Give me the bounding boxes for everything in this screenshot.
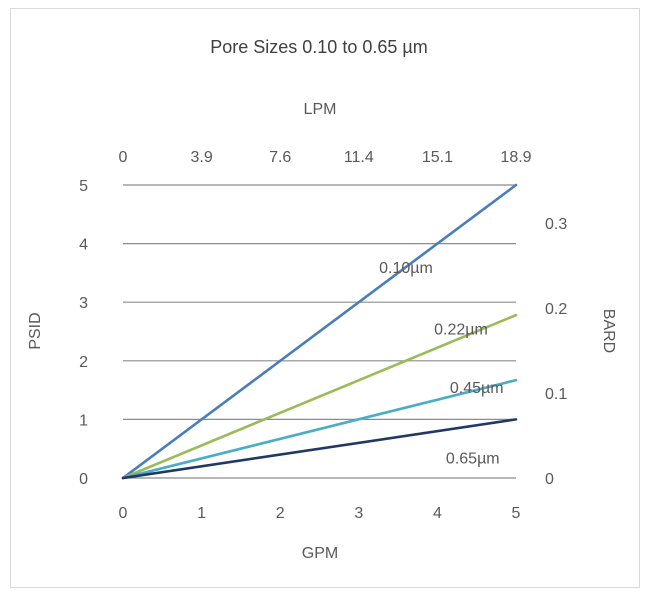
y-tick-label: 0: [79, 471, 88, 488]
x-tick-label: 2: [276, 505, 285, 522]
x2-tick-label: 7.6: [269, 149, 291, 166]
x-tick-label: 5: [512, 505, 521, 522]
series-label-2: 0.22µm: [434, 322, 488, 339]
x-tick-label: 3: [354, 505, 363, 522]
right-axis-title: BARD: [600, 309, 617, 353]
x2-tick-label: 11.4: [344, 149, 374, 166]
tick-labels: 0 1 2 3 4 5 0 1 2 3 4 5 0 3.9 7.6 11.4 15.1 18.9 0 0.1 0.2 0.…: [79, 149, 567, 522]
bottom-axis-title: GPM: [302, 545, 338, 562]
chart-svg: Pore Sizes 0.10 to 0.65 µm LPM GPM PSID …: [27, 37, 617, 562]
y-tick-label: 4: [79, 237, 88, 254]
x-tick-label: 0: [119, 505, 128, 522]
x2-tick-label: 15.1: [422, 149, 453, 166]
chart-frame: Pore Sizes 0.10 to 0.65 µm LPM GPM PSID …: [10, 8, 640, 588]
x2-tick-label: 3.9: [190, 149, 212, 166]
series-line-3: [121, 378, 518, 480]
gridlines: [123, 184, 516, 479]
series-labels: 0.10µm 0.22µm 0.45µm 0.65µm: [379, 260, 503, 467]
x-tick-label: 4: [433, 505, 442, 522]
series-label-3: 0.45µm: [450, 380, 504, 397]
x2-tick-label: 0: [119, 149, 128, 166]
series-label-1: 0.10µm: [379, 260, 433, 277]
y-tick-label: 3: [79, 295, 88, 312]
series-lines: [121, 183, 518, 480]
series-label-4: 0.65µm: [446, 450, 500, 467]
top-axis-title: LPM: [304, 101, 337, 118]
left-axis-title: PSID: [27, 312, 44, 349]
y2-tick-label: 0.3: [545, 216, 567, 233]
chart-title: Pore Sizes 0.10 to 0.65 µm: [210, 37, 428, 57]
y-tick-label: 1: [79, 412, 88, 429]
y-tick-label: 5: [79, 178, 88, 195]
y2-tick-label: 0.1: [545, 386, 567, 403]
y-tick-label: 2: [79, 354, 88, 371]
y2-tick-label: 0: [545, 471, 554, 488]
series-line-1: [121, 183, 518, 480]
x-tick-label: 1: [197, 505, 206, 522]
series-line-4: [121, 418, 518, 480]
y2-tick-label: 0.2: [545, 301, 567, 318]
series-line-2: [121, 313, 518, 480]
x2-tick-label: 18.9: [500, 149, 531, 166]
